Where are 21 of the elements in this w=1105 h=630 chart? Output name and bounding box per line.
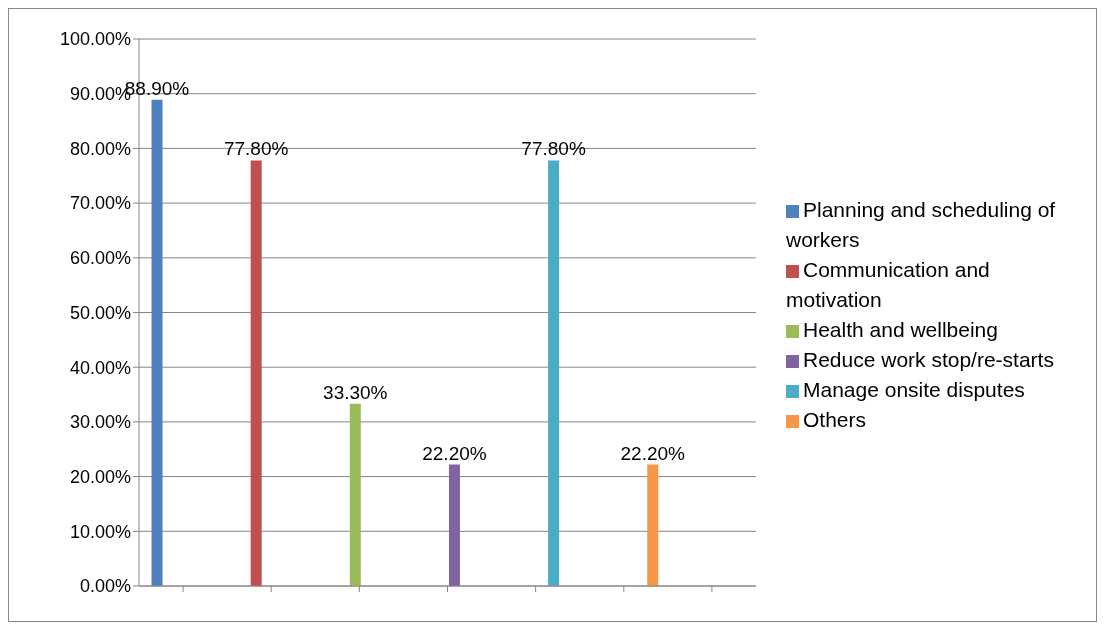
y-tick-label: 40.00% (69, 357, 131, 378)
legend-label: Others (803, 408, 867, 431)
legend-label: Reduce work stop/re-starts (803, 348, 1054, 371)
data-label: 22.20% (422, 442, 487, 464)
data-label: 77.80% (521, 138, 586, 160)
legend-label: Communication and motivation (786, 258, 990, 311)
legend-label: Planning and scheduling of workers (786, 198, 1056, 251)
y-tick-label: 100.00% (59, 29, 131, 50)
y-tick-label: 80.00% (69, 138, 131, 159)
legend-label: Health and wellbeing (803, 318, 998, 341)
y-tick-label: 30.00% (69, 412, 131, 433)
data-label: 77.80% (223, 138, 289, 160)
y-tick-label: 60.00% (69, 248, 131, 269)
y-tick-label: 0.00% (79, 576, 131, 597)
data-label: 22.20% (620, 442, 686, 464)
data-label: 33.30% (323, 381, 388, 403)
y-tick-label: 70.00% (69, 193, 131, 214)
y-tick-label: 50.00% (69, 302, 131, 323)
legend-label: Manage onsite disputes (803, 378, 1025, 401)
y-tick-label: 10.00% (69, 521, 131, 542)
y-tick-label: 20.00% (69, 466, 131, 487)
